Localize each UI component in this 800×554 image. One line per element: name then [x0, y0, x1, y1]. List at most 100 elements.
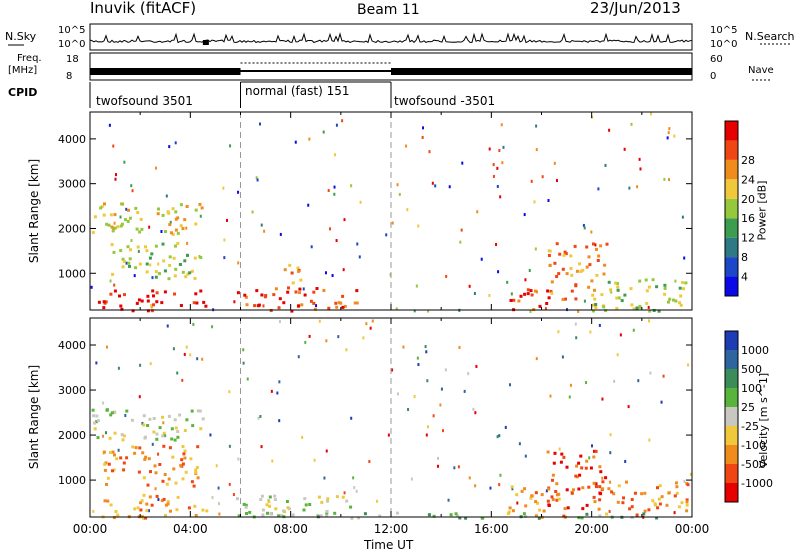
data-cell: [570, 273, 574, 277]
scatter-cell: [337, 335, 340, 339]
data-cell: [312, 301, 316, 305]
data-cell: [121, 265, 125, 269]
scatter-cell: [90, 285, 93, 289]
data-cell: [110, 225, 114, 229]
time-axis-label: Time UT: [364, 538, 414, 552]
data-cell: [534, 500, 538, 504]
data-cell: [593, 449, 596, 453]
scatter-cell: [516, 501, 519, 505]
scatter-cell: [410, 477, 413, 481]
data-cell: [144, 435, 147, 439]
scatter-cell: [476, 210, 479, 214]
data-cell: [163, 290, 167, 294]
data-cell: [600, 293, 604, 297]
data-cell: [335, 305, 339, 309]
data-cell: [123, 293, 126, 297]
data-cell: [572, 488, 575, 492]
data-cell: [594, 482, 598, 486]
data-cell: [578, 262, 582, 266]
scatter-cell: [583, 299, 586, 303]
data-cell: [508, 506, 512, 510]
colorbar-tick-label: 24: [741, 173, 755, 186]
data-cell: [235, 497, 239, 501]
scatter-cell: [307, 203, 310, 207]
data-cell: [107, 462, 111, 466]
data-cell: [179, 463, 183, 467]
colorbar-tick-label: 12: [741, 232, 755, 245]
data-cell: [395, 511, 399, 515]
data-cell: [363, 512, 367, 516]
data-cell: [193, 504, 197, 508]
xtick-label: 16:00: [474, 522, 509, 536]
data-cell: [322, 289, 326, 292]
data-cell: [575, 475, 579, 479]
data-cell: [186, 272, 190, 276]
scatter-cell: [356, 242, 359, 246]
scatter-cell: [301, 435, 304, 439]
scatter-cell: [498, 483, 501, 487]
data-cell: [585, 512, 589, 516]
data-cell: [593, 297, 597, 301]
noise-strip-frame: [89, 23, 693, 51]
data-cell: [103, 462, 107, 466]
data-cell: [432, 514, 436, 518]
data-cell: [192, 484, 196, 488]
noise-axis-top-right: 10^5: [710, 25, 738, 36]
data-cell: [164, 503, 168, 507]
xtick-label: 04:00: [173, 522, 208, 536]
data-cell: [142, 493, 146, 497]
scatter-cell: [468, 284, 471, 288]
data-cell: [150, 252, 154, 256]
nsky-label: N.Sky: [5, 30, 37, 43]
scatter-cell: [276, 391, 279, 395]
scatter-cell: [359, 200, 362, 204]
date-label: 23/Jun/2013: [590, 0, 681, 17]
data-cell: [121, 257, 125, 261]
data-cell: [357, 516, 361, 520]
scatter-cell: [385, 233, 388, 237]
scatter-cell: [223, 238, 226, 242]
data-cell: [152, 294, 155, 298]
data-cell: [605, 512, 609, 516]
data-cell: [155, 494, 159, 498]
data-cell: [109, 292, 113, 296]
scatter-cell: [229, 144, 232, 148]
data-cell: [91, 408, 95, 412]
scatter-cell: [333, 153, 336, 157]
scatter-cell: [608, 509, 611, 513]
colorbar-segment: [725, 407, 738, 426]
data-cell: [113, 226, 117, 230]
data-cell: [658, 484, 662, 488]
scatter-cell: [597, 187, 600, 191]
data-cell: [675, 491, 679, 495]
data-cell: [679, 294, 683, 298]
station-title: Inuvik (fitACF): [90, 0, 197, 17]
data-cell: [253, 304, 257, 308]
data-cell: [142, 414, 146, 418]
scatter-cell: [387, 433, 390, 437]
data-cell: [242, 502, 246, 506]
data-cell: [141, 451, 145, 455]
data-cell: [198, 409, 202, 413]
data-cell: [162, 431, 166, 435]
data-cell: [201, 508, 205, 512]
data-cell: [142, 423, 146, 427]
data-cell: [298, 287, 302, 291]
panel-frame-velocity: [89, 317, 693, 518]
data-cell: [630, 303, 634, 307]
data-cell: [591, 309, 595, 313]
scatter-cell: [279, 232, 282, 236]
data-cell: [166, 502, 170, 506]
data-cell: [131, 309, 135, 313]
data-cell: [597, 254, 601, 258]
data-cell: [146, 299, 150, 303]
scatter-cell: [114, 173, 117, 177]
data-cell: [176, 241, 180, 245]
data-cell: [547, 487, 551, 491]
data-cell: [519, 294, 523, 298]
data-cell: [248, 510, 252, 514]
colorbar-segment: [725, 388, 738, 407]
cpid-segment-2: normal (fast) 151: [245, 84, 350, 98]
scatter-cell: [667, 178, 670, 182]
scatter-cell: [211, 325, 214, 329]
